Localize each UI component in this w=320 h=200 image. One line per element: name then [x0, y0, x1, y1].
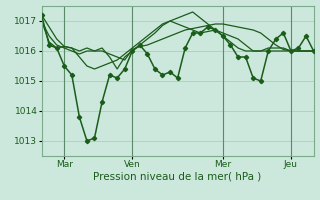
X-axis label: Pression niveau de la mer( hPa ): Pression niveau de la mer( hPa ): [93, 172, 262, 182]
